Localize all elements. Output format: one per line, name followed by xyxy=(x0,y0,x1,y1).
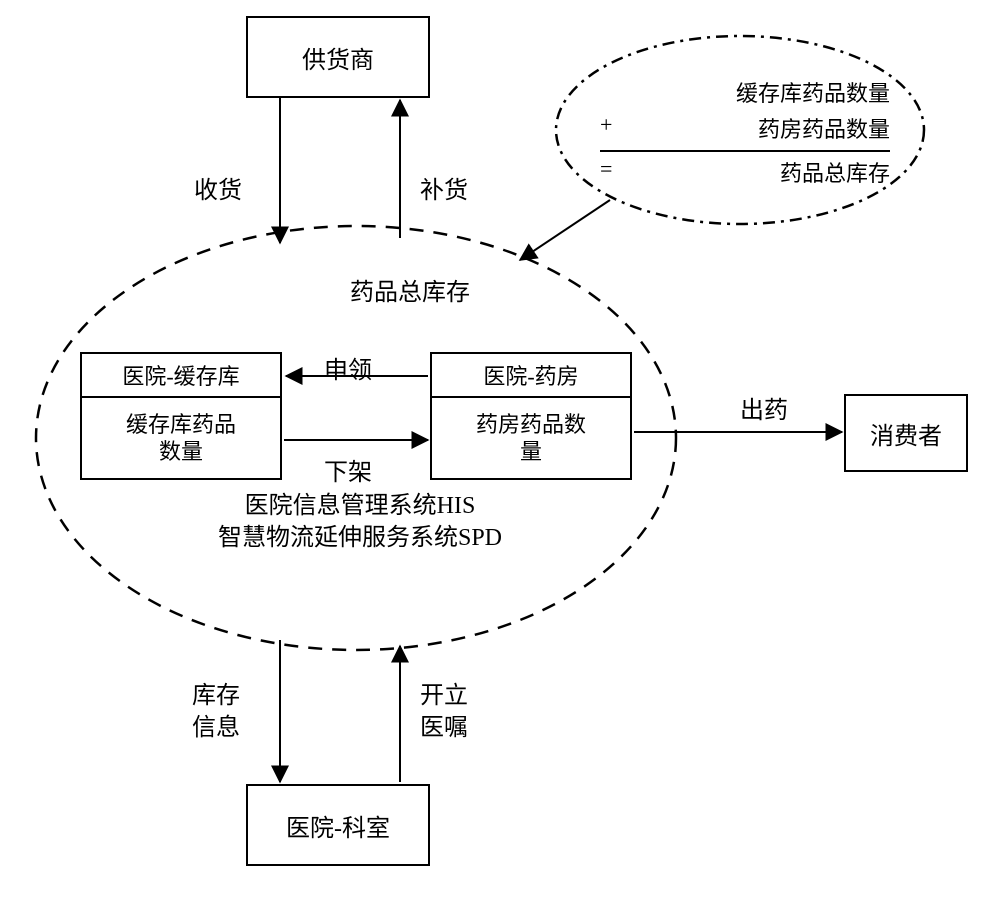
order-label: 开立 医嘱 xyxy=(420,680,468,745)
pharmacy-box: 医院-药房 药房药品数 量 xyxy=(430,352,632,480)
consumer-label: 消费者 xyxy=(870,416,942,451)
dept-node: 医院-科室 xyxy=(246,784,430,866)
request-label: 申领 xyxy=(324,350,372,385)
inventory-label: 库存 信息 xyxy=(192,680,240,745)
dept-label: 医院-科室 xyxy=(286,808,390,843)
restock-label: 补货 xyxy=(420,170,468,205)
pharmacy-title: 医院-药房 xyxy=(430,352,632,398)
oval-title: 药品总库存 xyxy=(350,272,470,307)
consumer-node: 消费者 xyxy=(844,394,968,472)
dispense-label: 出药 xyxy=(740,390,788,425)
pharmacy-qty: 药房药品数 量 xyxy=(430,398,632,480)
callout-content: 缓存库药品数量 + 药房药品数量 = 药品总库存 xyxy=(600,76,890,188)
oval-footer: 医院信息管理系统HIS 智慧物流延伸服务系统SPD xyxy=(200,490,520,555)
cache-box: 医院-缓存库 缓存库药品 数量 xyxy=(80,352,282,480)
supplier-node: 供货商 xyxy=(246,16,430,98)
receive-label: 收货 xyxy=(194,170,242,205)
cache-qty: 缓存库药品 数量 xyxy=(80,398,282,480)
unshelf-label: 下架 xyxy=(324,452,372,487)
cache-title: 医院-缓存库 xyxy=(80,352,282,398)
callout-pointer xyxy=(520,200,610,260)
supplier-label: 供货商 xyxy=(302,40,374,75)
